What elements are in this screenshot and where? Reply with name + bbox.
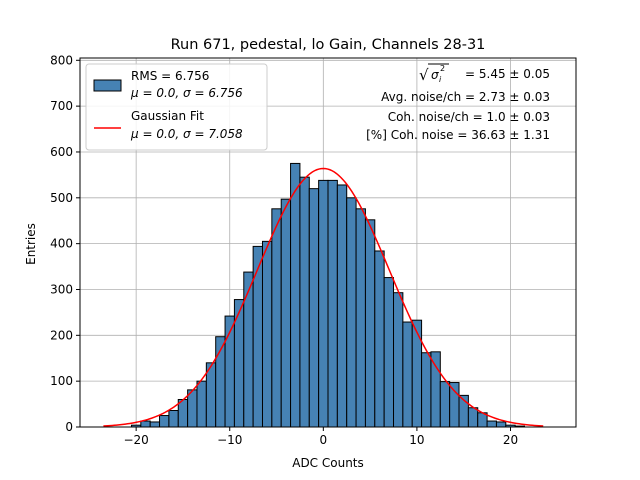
- y-tick-label: 200: [50, 328, 73, 342]
- histogram-bar: [318, 179, 329, 428]
- histogram-bar: [346, 197, 357, 428]
- legend-histogram-swatch: [93, 79, 122, 92]
- y-tick-label: 400: [50, 237, 73, 251]
- y-tick-label: 600: [50, 145, 73, 159]
- histogram-bar: [467, 407, 479, 428]
- histogram-bar: [280, 198, 292, 428]
- annotation-avg-noise: Avg. noise/ch = 2.73 ± 0.03: [381, 90, 550, 104]
- annotation-sigma-sup: 2: [440, 64, 445, 73]
- legend-entry-fit-detail: μ = 0.0, σ = 7.058: [130, 127, 243, 141]
- y-tick-label: 100: [50, 374, 73, 388]
- histogram-bar: [327, 179, 338, 428]
- histogram-bar: [140, 420, 151, 428]
- x-tick-label: −20: [123, 433, 148, 447]
- annotation-sqrt-sign: √: [419, 66, 429, 84]
- histogram-bar: [449, 382, 460, 428]
- x-tick-label: 20: [503, 433, 518, 447]
- y-tick-label: 800: [50, 53, 73, 67]
- annotation-sigma: σ: [431, 68, 439, 82]
- histogram-bar: [383, 277, 395, 428]
- histogram-bar: [364, 219, 376, 428]
- histogram-bar: [402, 321, 413, 428]
- chart-title: Run 671, pedestal, lo Gain, Channels 28-…: [171, 37, 486, 53]
- y-axis-label: Entries: [24, 223, 38, 265]
- histogram-bar: [205, 362, 217, 428]
- annotation-total-noise: √ σ i 2 = 5.45 ± 0.05: [419, 63, 550, 84]
- x-axis-label: ADC Counts: [292, 456, 364, 470]
- histogram-bar: [271, 208, 282, 428]
- gaussian-fit-curve: [103, 167, 544, 427]
- histogram-bar: [411, 319, 423, 428]
- annotation-coh-noise-percent: [%] Coh. noise = 36.63 ± 1.31: [366, 128, 550, 142]
- histogram-bar: [430, 351, 441, 428]
- x-tick-label: −10: [217, 433, 242, 447]
- histogram-bar: [374, 250, 385, 428]
- y-tick-label: 0: [65, 420, 73, 434]
- histogram-bar: [495, 421, 507, 428]
- histogram-bar: [308, 188, 320, 428]
- histogram-bar: [486, 420, 497, 428]
- histogram-bar: [439, 381, 451, 428]
- noise-annotations: √ σ i 2 = 5.45 ± 0.05 Avg. noise/ch = 2.…: [366, 63, 550, 142]
- y-tick-label: 300: [50, 282, 73, 296]
- histogram-bar: [261, 240, 273, 428]
- legend-entry-fit: Gaussian Fit: [131, 109, 204, 123]
- histogram-bar: [393, 292, 404, 428]
- annotation-sigma-sub: i: [439, 75, 442, 84]
- legend: RMS = 6.756 μ = 0.0, σ = 6.756 Gaussian …: [85, 63, 268, 151]
- histogram-bar: [149, 421, 161, 428]
- axes-frame: [79, 57, 577, 428]
- histogram-bar: [187, 389, 198, 428]
- histogram-bar: [355, 208, 366, 428]
- y-tick-label: 700: [50, 99, 73, 113]
- x-axis-ticks: −20 −10 0 10 20: [123, 427, 518, 447]
- histogram-bar: [252, 245, 263, 428]
- histogram-bar: [159, 415, 170, 428]
- x-tick-label: 10: [409, 433, 424, 447]
- histogram-bar: [336, 184, 348, 428]
- histogram-bar: [196, 380, 207, 428]
- y-tick-label: 500: [50, 191, 73, 205]
- histogram-bar: [168, 409, 179, 428]
- histogram-bar: [243, 271, 254, 428]
- annotation-total-noise-value: = 5.45 ± 0.05: [465, 67, 550, 81]
- axes-spines: [79, 57, 577, 428]
- histogram-bars: [130, 162, 526, 428]
- x-tick-label: 0: [320, 433, 328, 447]
- legend-frame: [85, 63, 268, 151]
- legend-entry-histogram: RMS = 6.756: [131, 69, 209, 83]
- histogram-bar: [421, 352, 432, 428]
- histogram-bar: [299, 176, 310, 428]
- legend-entry-histogram-detail: μ = 0.0, σ = 6.756: [130, 86, 243, 100]
- histogram-bar: [290, 162, 301, 428]
- y-axis-ticks: 0 100 200 300 400 500 600 700 800: [50, 53, 80, 434]
- annotation-coh-noise: Coh. noise/ch = 1.0 ± 0.03: [388, 110, 550, 124]
